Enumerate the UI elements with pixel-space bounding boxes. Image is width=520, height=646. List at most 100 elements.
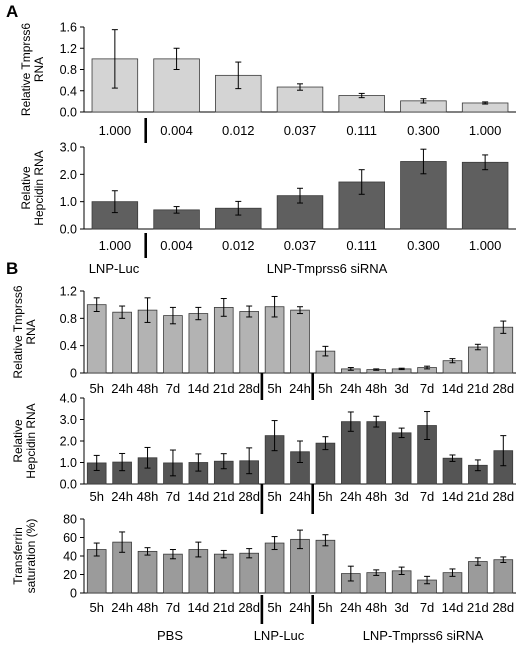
category-label: 5h	[89, 489, 103, 504]
category-label: 0.111	[346, 238, 377, 253]
category-label: 7d	[166, 489, 180, 504]
category-label: 24h	[111, 489, 133, 504]
bar	[276, 86, 324, 113]
y-axis-label: RelativeHepcidin RNA	[11, 403, 38, 478]
y-axis-label: Transferrinsaturation (%)	[11, 519, 38, 594]
category-label: 7d	[420, 381, 434, 396]
bar	[213, 553, 234, 594]
y-axis-label: RelativeHepcidin RNA	[19, 150, 46, 225]
y-tick-label: 60	[63, 531, 77, 545]
group-label: LNP-Tmprss6 siRNA	[267, 261, 388, 276]
category-label: 21d	[213, 381, 235, 396]
category-label: 24h	[340, 381, 362, 396]
category-label: 0.012	[222, 123, 255, 138]
bar	[188, 313, 209, 374]
group-label: PBS	[157, 628, 183, 643]
category-label: 14d	[188, 600, 210, 615]
category-label: 7d	[166, 381, 180, 396]
y-tick-label: 2.0	[60, 168, 77, 182]
y-tick-label: 80	[63, 513, 77, 527]
bar	[366, 421, 387, 485]
y-axis-label-line: Relative	[19, 166, 33, 210]
bar	[442, 457, 463, 485]
bar	[213, 306, 234, 374]
y-tick-label: 0.0	[60, 223, 77, 237]
category-label: 1.000	[99, 123, 132, 138]
category-label: 24h	[289, 489, 311, 504]
y-tick-label: 1.0	[60, 456, 77, 470]
category-label: 3d	[394, 600, 408, 615]
category-label: 5h	[318, 489, 332, 504]
category-label: 7d	[420, 600, 434, 615]
category-label: 5h	[267, 489, 281, 504]
y-tick-label: 0.4	[60, 84, 77, 98]
category-label: 0.037	[284, 123, 317, 138]
y-axis-label-line: RNA	[32, 57, 46, 82]
category-label: 0.300	[407, 238, 440, 253]
chart-1: 0.0 0.4 0.8 1.2 1.6 Relative Tmprss6RNA 1.000 0…	[19, 21, 516, 143]
category-label: 3d	[394, 489, 408, 504]
category-label: 3d	[394, 381, 408, 396]
category-label: 0.111	[346, 123, 377, 138]
category-label: 14d	[442, 381, 464, 396]
bar	[468, 346, 488, 374]
y-tick-label: 20	[63, 568, 77, 582]
category-label: 14d	[442, 489, 464, 504]
category-label: 48h	[365, 489, 387, 504]
category-label: 0.037	[284, 238, 317, 253]
y-tick-label: 0.4	[60, 339, 77, 353]
category-label: 28d	[492, 600, 514, 615]
category-label: 28d	[238, 600, 260, 615]
y-axis-label-line: Hepcidin RNA	[24, 403, 38, 478]
category-label: 24h	[111, 600, 133, 615]
category-label: 21d	[467, 381, 489, 396]
y-tick-label: 4.0	[60, 392, 77, 406]
y-tick-label: 0.0	[60, 478, 77, 492]
bar	[239, 311, 259, 374]
y-tick-label: 1.2	[60, 42, 77, 56]
bar	[290, 309, 310, 374]
bar	[315, 539, 336, 594]
bar	[239, 552, 259, 594]
y-axis-label-line: Hepcidin RNA	[32, 150, 46, 225]
category-label: 7d	[420, 489, 434, 504]
category-label: 24h	[340, 489, 362, 504]
bar	[461, 161, 509, 230]
y-tick-label: 40	[63, 550, 77, 564]
y-axis-label-line: Relative Tmprss6	[19, 23, 33, 116]
category-label: 24h	[111, 381, 133, 396]
bar	[264, 542, 285, 594]
y-axis-label-line: Relative	[11, 419, 25, 463]
category-label: 48h	[365, 381, 387, 396]
category-label: 21d	[467, 600, 489, 615]
bar	[163, 553, 183, 594]
y-tick-label: 1.6	[60, 21, 77, 35]
chart-4: 0.0 1.0 2.0 3.0 4.0 RelativeHepcidin RNA 5h 24h…	[11, 392, 516, 514]
y-axis-label: Relative Tmprss6RNA	[19, 23, 46, 116]
category-label: 1.000	[99, 238, 132, 253]
panel-letter-a: A	[6, 2, 18, 21]
category-label: 28d	[492, 381, 514, 396]
category-label: 0.004	[160, 123, 193, 138]
category-label: 5h	[89, 381, 103, 396]
category-label: 24h	[289, 381, 311, 396]
y-tick-label: 1.0	[60, 195, 77, 209]
y-axis-label-line: Transferrin	[11, 527, 25, 585]
category-label: 5h	[318, 600, 332, 615]
bar	[86, 304, 107, 374]
category-label: 28d	[238, 381, 260, 396]
category-label: 21d	[213, 600, 235, 615]
category-label: 48h	[137, 600, 159, 615]
panel-letter-b: B	[6, 259, 18, 278]
y-tick-label: 2.0	[60, 435, 77, 449]
category-label: 5h	[318, 381, 332, 396]
group-label: LNP-Luc	[254, 628, 305, 643]
category-label: 0.300	[407, 123, 440, 138]
group-label: LNP-Luc	[89, 261, 140, 276]
category-label: 14d	[442, 600, 464, 615]
category-label: 0.004	[160, 238, 193, 253]
category-label: 24h	[340, 600, 362, 615]
